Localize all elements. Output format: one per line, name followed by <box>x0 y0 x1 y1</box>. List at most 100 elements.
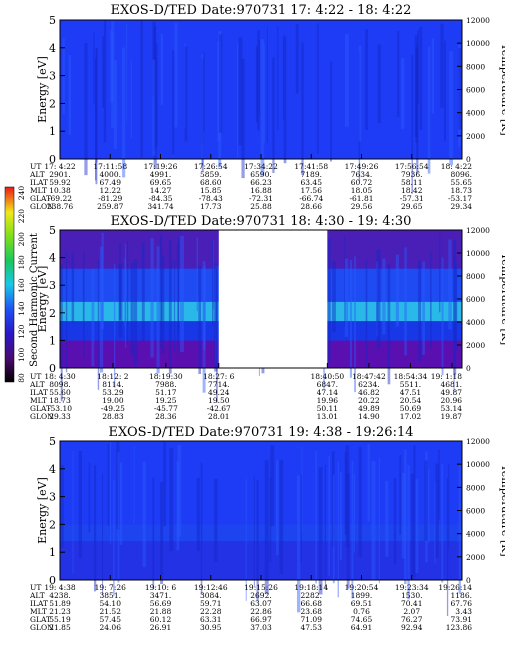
spectrogram-streak <box>428 469 430 543</box>
spectrogram-streak <box>118 264 123 338</box>
spectrogram-streak <box>62 38 65 115</box>
y-right-tick-label: 0 <box>466 155 471 164</box>
orbit-row-label: ILAT <box>30 599 48 608</box>
spectrogram-streak <box>318 467 323 595</box>
spectrogram-band <box>60 20 462 159</box>
spectrogram-streak <box>272 57 275 173</box>
y-right-tick-label: 4000 <box>466 109 485 118</box>
spectrogram-streak <box>264 460 269 595</box>
orbit-value: 19.87 <box>441 412 463 421</box>
orbit-value: 19.00 <box>102 396 124 405</box>
spectrogram-streak <box>172 50 175 155</box>
spectrogram-streak <box>174 23 178 128</box>
spectrogram-streak <box>201 58 204 145</box>
spectrogram-streak <box>93 465 97 592</box>
orbit-value: 4238. <box>49 591 70 600</box>
x-tick-label: 18: 4:22 <box>441 162 473 171</box>
x-tick-label: 19:12:46 <box>194 583 228 592</box>
y-right-tick-label: 4000 <box>466 318 485 327</box>
spectrogram-streak <box>349 260 353 378</box>
spectrogram-streak <box>448 463 450 551</box>
spectrogram-streak <box>103 20 107 143</box>
spectrogram-streak <box>61 465 64 548</box>
spectrogram-streak <box>238 37 243 146</box>
orbit-value: 7189. <box>301 170 322 179</box>
orbit-row-label: GLAT <box>30 404 51 413</box>
orbit-row-label: GLON <box>30 623 54 632</box>
orbit-value: 47.53 <box>301 623 323 632</box>
panel-title: EXOS-D/TED Date:970731 17: 4:22 - 18: 4:… <box>111 3 412 18</box>
orbit-value: 28.36 <box>155 412 177 421</box>
colorbar: 240 220 200 180 160 140 120 100 80 Second Harmon… <box>4 186 40 383</box>
spectrogram-streak <box>152 21 156 97</box>
spectrogram-streak <box>301 446 303 535</box>
orbit-value: 59.92 <box>49 178 71 187</box>
spectrogram-streak <box>163 442 167 527</box>
orbit-value: 56.69 <box>150 599 172 608</box>
spectrogram-streak <box>440 23 444 108</box>
orbit-value: 49.89 <box>358 404 380 413</box>
spectrogram-streak <box>152 477 155 590</box>
spectrogram-streak <box>377 44 381 124</box>
spectrogram-streak <box>407 464 410 600</box>
spectrogram-streak <box>168 239 172 374</box>
x-tick-label: 18:40:50 <box>310 372 344 381</box>
x-tick-label: 18: 4:30 <box>44 372 76 381</box>
y-right-tick-label: 12000 <box>466 226 490 235</box>
orbit-value: 63.31 <box>200 615 221 624</box>
spectrogram-streak <box>180 235 184 352</box>
y-tick-label: 5 <box>49 435 56 448</box>
spectrogram-streak <box>358 447 362 558</box>
spectrogram-streak <box>91 269 95 367</box>
spectrogram-streak <box>196 477 200 551</box>
orbit-value: 53.29 <box>102 388 124 397</box>
orbit-value: 55.60 <box>49 388 71 397</box>
orbit-row-label: MLT <box>30 607 47 616</box>
y-tick-label: 4 <box>49 463 56 476</box>
orbit-value: 3851. <box>100 591 121 600</box>
y-tick-label: 1 <box>49 125 56 138</box>
spectrogram-streak <box>216 268 218 403</box>
x-tick-label: 17:19:26 <box>144 162 178 171</box>
y-tick-label: 3 <box>49 491 56 504</box>
y-right-tick-label: 10000 <box>466 460 490 469</box>
spectrogram-streak <box>283 36 287 164</box>
spectrogram-streak <box>96 48 98 163</box>
spectrogram-streak <box>430 251 432 349</box>
data-gap <box>218 230 328 368</box>
spectrogram-streak <box>458 44 461 147</box>
orbit-value: 58.11 <box>401 178 422 187</box>
x-tick-label: 18:19:30 <box>149 372 183 381</box>
orbit-value: -84.35 <box>148 194 172 203</box>
spectrogram-streak <box>446 478 449 617</box>
spectrogram-streak <box>411 55 413 194</box>
spectrogram-streak <box>260 39 265 176</box>
spectrogram-streak <box>161 255 165 355</box>
spectrogram-streak <box>113 263 116 388</box>
panel-title: EXOS-D/TED Date:970731 19: 4:38 - 19:26:… <box>109 425 414 440</box>
spectrogram-streak <box>102 473 104 596</box>
y-axis-label: Energy [eV] <box>36 266 49 333</box>
orbit-value: 20.54 <box>400 396 422 405</box>
spectrogram-streak <box>344 235 346 327</box>
orbit-value: -49.25 <box>101 404 125 413</box>
orbit-value: 4000. <box>100 170 121 179</box>
spectrogram-streak <box>140 20 144 158</box>
colorbar-tick-label: 200 <box>17 232 26 247</box>
spectrogram-streak <box>279 460 284 574</box>
orbit-value: -53.17 <box>448 194 472 203</box>
spectrogram-streak <box>345 445 350 548</box>
spectrogram-streak <box>441 257 444 376</box>
x-tick-label: 19: 1:18 <box>431 372 463 381</box>
orbit-value: 17.73 <box>200 202 222 211</box>
orbit-value: 21.23 <box>49 607 71 616</box>
orbit-value: 1186. <box>451 591 472 600</box>
orbit-value: 50.11 <box>317 404 338 413</box>
orbit-value: -61.81 <box>349 194 373 203</box>
y-right-tick-label: 12000 <box>466 437 490 446</box>
spectrogram-streak <box>382 258 386 335</box>
spectrogram-band <box>60 441 462 525</box>
y-tick-label: 3 <box>49 70 56 83</box>
orbit-row-label: ALT <box>29 591 45 600</box>
spectrogram-streak <box>393 478 397 565</box>
